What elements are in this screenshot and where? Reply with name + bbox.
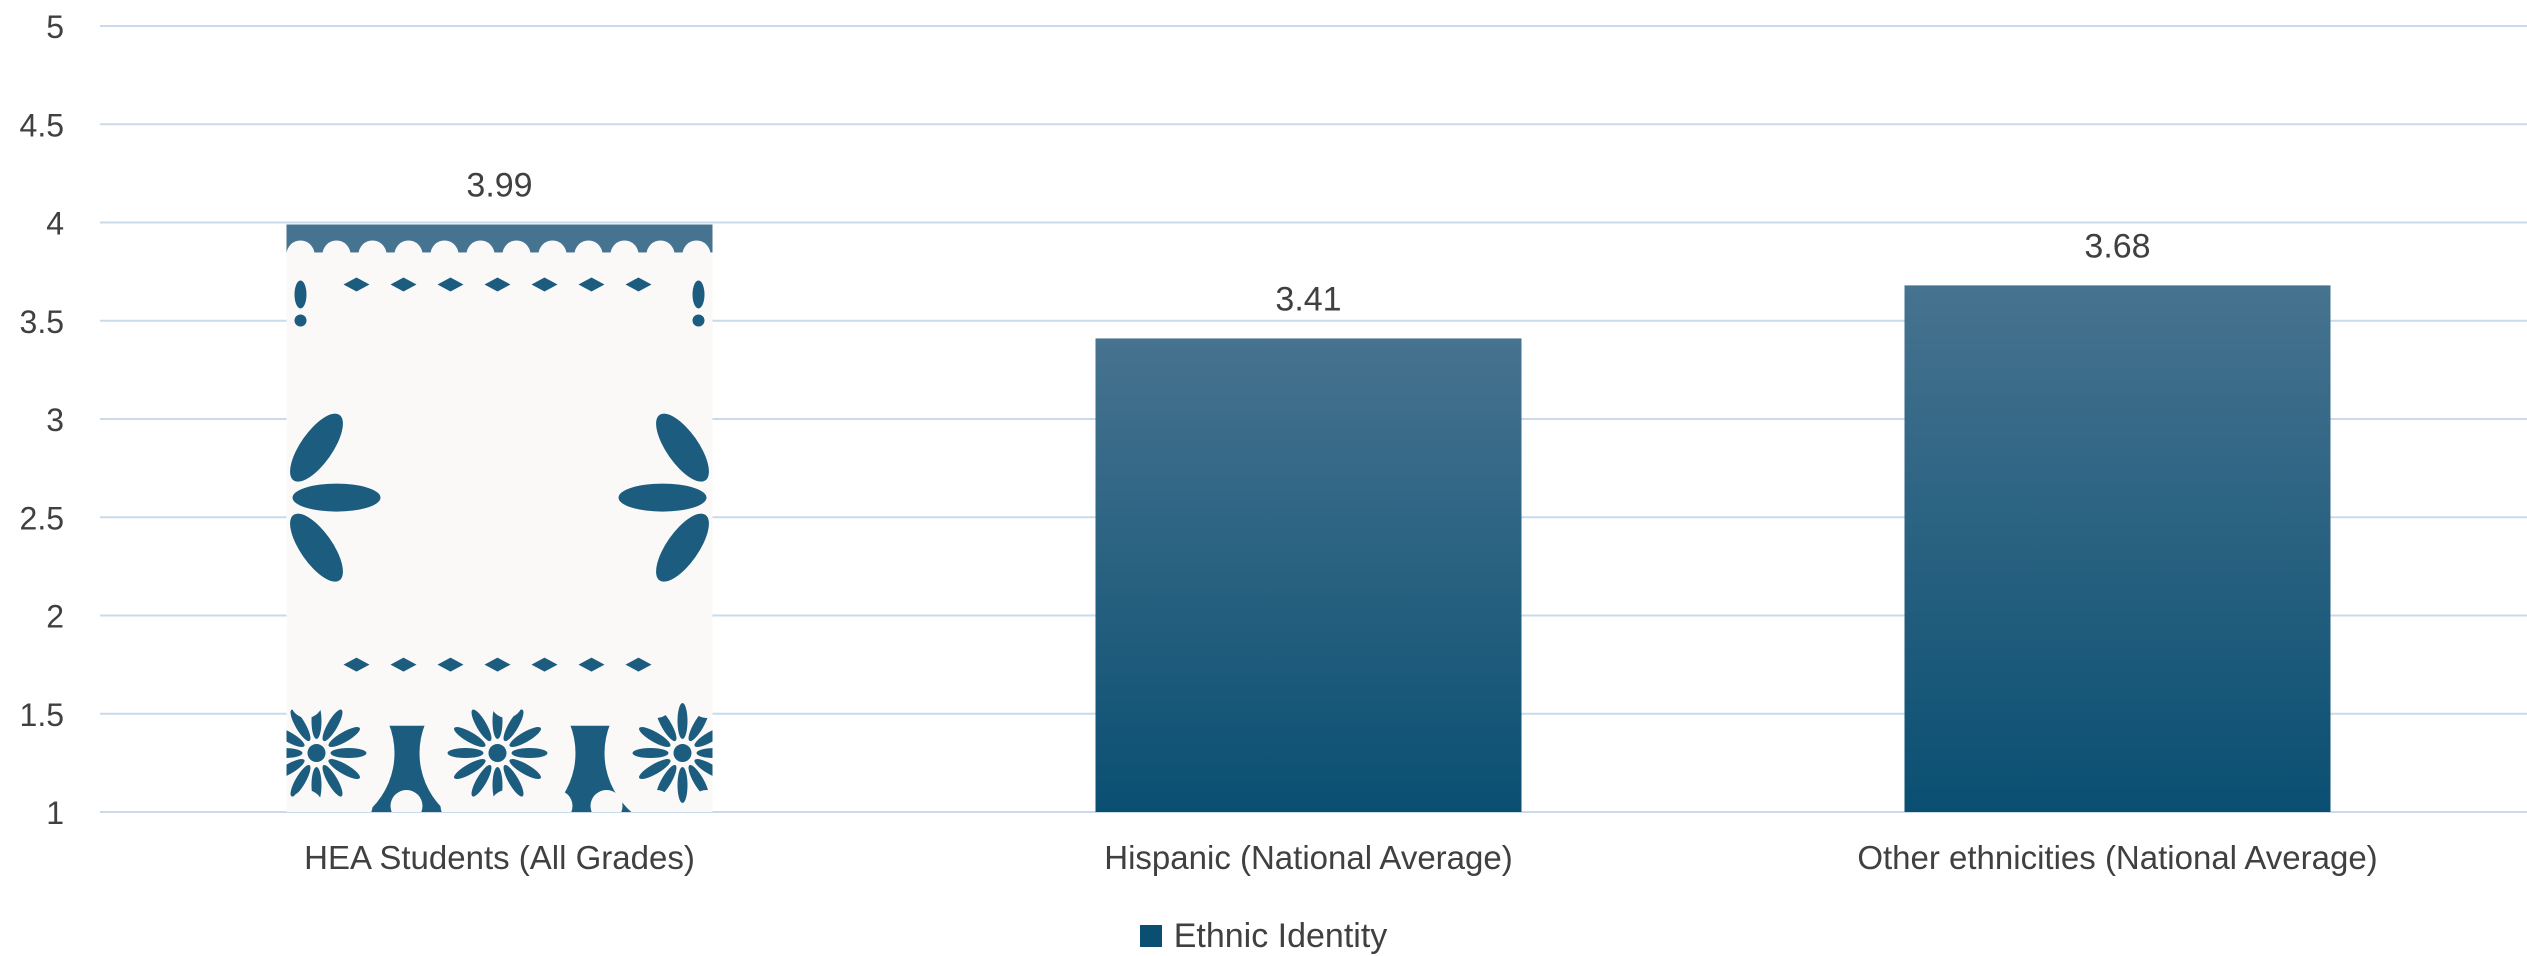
data-label: 3.99 <box>466 166 532 204</box>
data-labels: 3.99 3.41 3.68 <box>466 166 2150 318</box>
y-tick-label: 3 <box>46 402 64 438</box>
data-label: 3.68 <box>2084 227 2150 265</box>
y-tick-label: 2 <box>46 599 64 635</box>
bar-chart: 5 4.5 4 3.5 3 2.5 2 1.5 1 3.99 3.41 3.68 HEA Stude… <box>20 9 2527 876</box>
x-tick-label: Hispanic (National Average) <box>1104 839 1512 876</box>
x-axis-tick-labels: HEA Students (All Grades) Hispanic (Natio… <box>304 839 2378 876</box>
y-tick-label: 3.5 <box>20 304 64 340</box>
legend-swatch-ethnic-identity <box>1139 925 1162 947</box>
y-tick-label: 4.5 <box>20 107 64 143</box>
bar-hea-students <box>286 224 713 812</box>
y-tick-label: 4 <box>46 206 64 242</box>
bar-hispanic <box>1095 338 1522 812</box>
y-tick-label: 5 <box>46 9 64 45</box>
legend: Ethnic Identity <box>0 916 2527 955</box>
y-axis-tick-labels: 5 4.5 4 3.5 3 2.5 2 1.5 1 <box>20 9 64 831</box>
bars <box>286 224 2331 812</box>
y-tick-label: 1.5 <box>20 697 64 733</box>
x-tick-label: HEA Students (All Grades) <box>304 839 695 876</box>
bar-other-ethnicities <box>1904 285 2331 812</box>
legend-label-ethnic-identity: Ethnic Identity <box>1173 916 1388 955</box>
y-tick-label: 1 <box>46 795 64 831</box>
y-tick-label: 2.5 <box>20 500 64 536</box>
x-tick-label: Other ethnicities (National Average) <box>1857 839 2377 876</box>
data-label: 3.41 <box>1275 280 1341 318</box>
